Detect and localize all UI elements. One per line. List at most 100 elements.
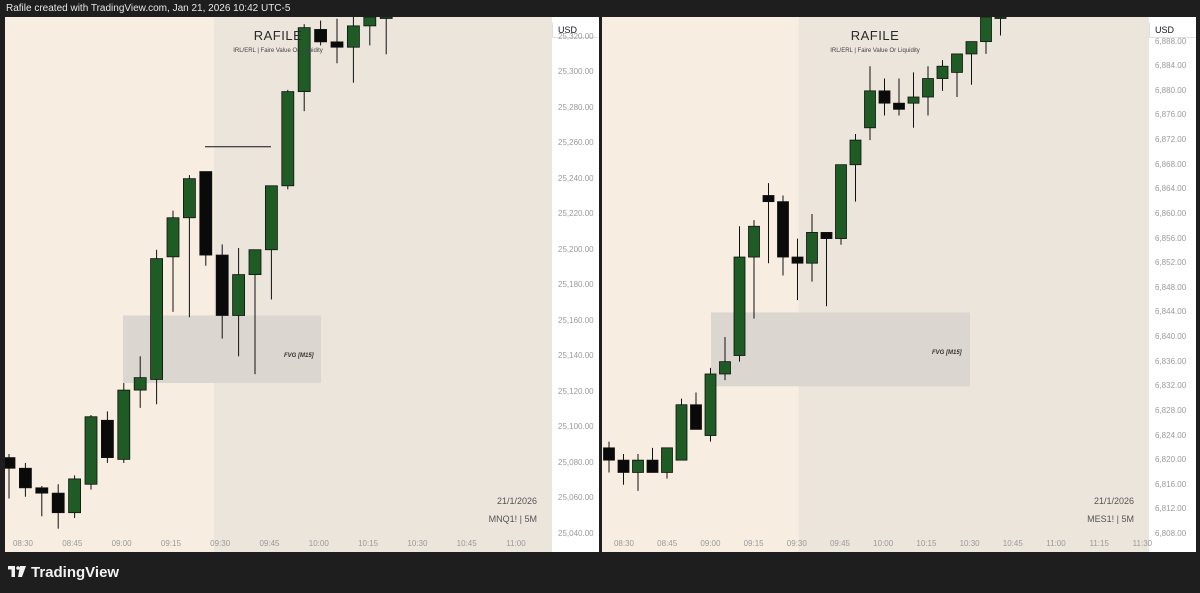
candle-bullish[interactable]: [632, 459, 644, 473]
candle-bullish[interactable]: [849, 139, 862, 166]
candle-bullish[interactable]: [675, 404, 688, 461]
candle-bullish[interactable]: [936, 65, 949, 79]
time-tick-label: 08:45: [62, 539, 83, 548]
price-tick-label: 25,240.00: [558, 173, 594, 183]
candle-bearish[interactable]: [617, 459, 630, 473]
price-tick-label: 6,816.00: [1155, 479, 1187, 489]
candle-bearish[interactable]: [18, 467, 32, 489]
price-tick-label: 25,160.00: [558, 315, 594, 325]
candle-bullish[interactable]: [864, 90, 876, 129]
candle-bullish[interactable]: [379, 17, 393, 19]
tradingview-logo-text: TradingView: [31, 564, 120, 581]
candle-bearish[interactable]: [35, 487, 49, 494]
top-bar: Rafile created with TradingView.com, Jan…: [0, 0, 1200, 17]
price-tick-label: 6,888.00: [1155, 36, 1187, 46]
session-shade: [214, 17, 552, 552]
chart-title: RAFILE: [253, 28, 303, 43]
time-tick-label: 09:15: [743, 539, 764, 548]
chart-symbol: MNQ1! | 5M: [488, 514, 537, 524]
time-tick-label: 11:00: [506, 539, 526, 548]
header-text: Rafile created with TradingView.com, Jan…: [6, 3, 291, 14]
candle-bullish[interactable]: [661, 447, 673, 473]
time-tick-label: 08:30: [613, 539, 635, 548]
candle-bearish[interactable]: [603, 447, 615, 461]
candle-bullish[interactable]: [907, 96, 920, 104]
price-tick-label: 6,884.00: [1155, 61, 1187, 71]
candle-bullish[interactable]: [248, 249, 262, 276]
price-tick-label: 25,120.00: [558, 386, 594, 396]
time-tick-label: 11:30: [1132, 539, 1153, 548]
price-tick-label: 6,872.00: [1155, 135, 1187, 145]
chart-panel-left[interactable]: RAFILE IRL/ERL | Faire Value Or Liquidit…: [5, 17, 599, 552]
chart-canvas-left[interactable]: [5, 17, 599, 552]
candle-bearish[interactable]: [314, 29, 328, 43]
price-tick-label: 25,140.00: [558, 351, 594, 361]
time-tick-label: 10:30: [959, 539, 980, 548]
currency-label[interactable]: USD: [1149, 23, 1195, 38]
time-tick-label: 09:45: [829, 539, 851, 548]
candle-bullish[interactable]: [835, 164, 847, 239]
time-tick-label: 09:30: [210, 539, 231, 548]
candle-bearish[interactable]: [893, 102, 905, 110]
candle-bullish[interactable]: [232, 274, 246, 316]
candle-bullish[interactable]: [264, 185, 278, 251]
candle-bullish[interactable]: [922, 78, 934, 98]
candle-bearish[interactable]: [101, 419, 114, 459]
fvg-zone: [711, 312, 970, 387]
candle-bearish[interactable]: [820, 232, 833, 239]
candle-bullish[interactable]: [704, 373, 717, 436]
price-tick-label: 6,840.00: [1155, 332, 1187, 342]
candle-bullish[interactable]: [281, 91, 295, 187]
candle-bearish[interactable]: [777, 201, 789, 258]
price-tick-label: 25,200.00: [558, 244, 594, 254]
candle-bullish[interactable]: [150, 258, 164, 380]
candle-bearish[interactable]: [5, 457, 16, 469]
candle-bullish[interactable]: [719, 361, 731, 375]
chart-panel-right[interactable]: RAFILE IRL/ERL | Faire Value Or Liquidit…: [602, 17, 1196, 552]
candle-bullish[interactable]: [84, 416, 98, 485]
candle-bullish[interactable]: [117, 389, 131, 460]
price-tick-label: 6,876.00: [1155, 110, 1187, 120]
price-tick-label: 25,080.00: [558, 457, 594, 467]
price-tick-label: 6,828.00: [1155, 405, 1187, 415]
candle-bullish[interactable]: [166, 217, 180, 258]
candle-bearish[interactable]: [646, 459, 659, 473]
time-tick-label: 09:45: [259, 539, 280, 548]
time-tick-label: 10:00: [873, 539, 894, 548]
price-axis[interactable]: USD 25,320.00 25,300.00 25,280.00 25,260.00…: [552, 17, 599, 552]
chart-canvas-right[interactable]: [602, 17, 1196, 552]
candle-bearish[interactable]: [51, 492, 65, 514]
price-axis[interactable]: USD 6,888.00 6,884.00 6,880.00 6,876.00 6,87…: [1149, 17, 1196, 552]
candle-bearish[interactable]: [878, 90, 891, 104]
candle-bullish[interactable]: [133, 377, 147, 391]
chart-date: 21/1/2026: [1093, 496, 1134, 506]
candle-bearish[interactable]: [690, 404, 702, 430]
candle-bullish[interactable]: [297, 27, 311, 93]
candle-bullish[interactable]: [182, 178, 196, 219]
time-tick-label: 08:30: [12, 539, 34, 548]
candle-bullish[interactable]: [748, 225, 760, 258]
candle-bearish[interactable]: [791, 256, 804, 264]
candle-bullish[interactable]: [68, 478, 81, 514]
price-tick-label: 25,300.00: [558, 67, 594, 77]
candle-bullish[interactable]: [733, 256, 746, 356]
candle-bearish[interactable]: [199, 171, 213, 256]
time-tick-label: 09:15: [160, 539, 181, 548]
chart-symbol: MES1! | 5M: [1087, 514, 1134, 524]
price-tick-label: 25,040.00: [558, 529, 594, 538]
time-tick-label: 09:00: [111, 539, 132, 548]
tradingview-logo[interactable]: TradingView: [8, 564, 119, 581]
candle-bullish[interactable]: [965, 41, 978, 55]
candle-bearish[interactable]: [762, 195, 775, 203]
candle-bullish[interactable]: [994, 17, 1007, 19]
candle-bullish[interactable]: [346, 25, 360, 48]
candle-bearish[interactable]: [330, 41, 344, 48]
time-tick-label: 10:15: [358, 539, 379, 548]
candle-bullish[interactable]: [363, 17, 377, 27]
candle-bullish[interactable]: [806, 232, 818, 264]
candle-bearish[interactable]: [215, 254, 229, 316]
candle-bullish[interactable]: [980, 17, 992, 43]
time-tick-label: 10:45: [456, 539, 477, 548]
currency-label[interactable]: USD: [552, 23, 598, 38]
candle-bullish[interactable]: [951, 53, 963, 73]
